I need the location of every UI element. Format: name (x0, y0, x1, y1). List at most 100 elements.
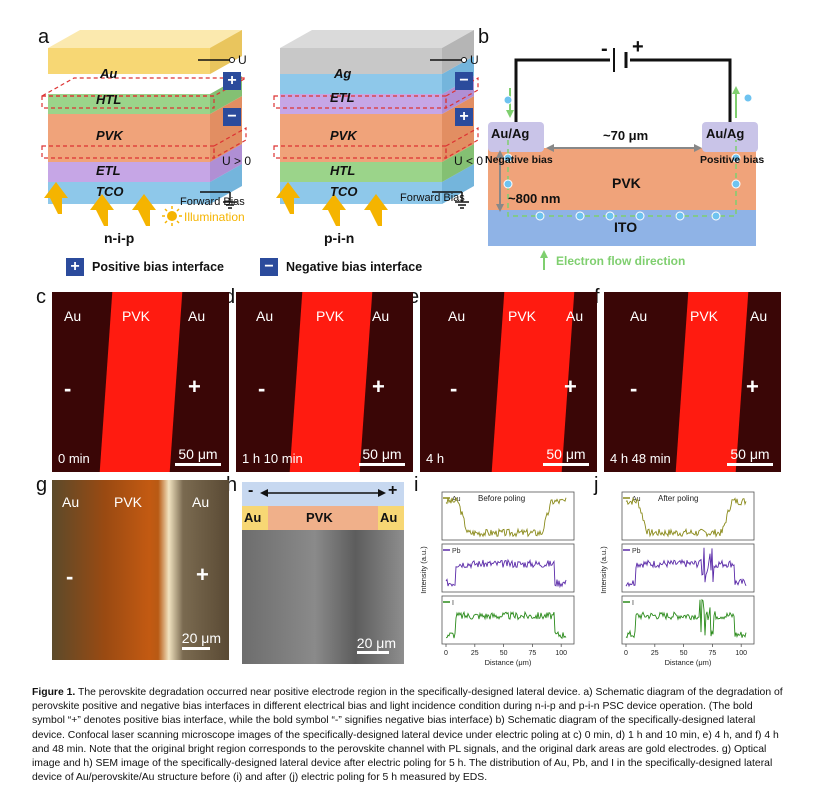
eds-before-xlabel: Distance (μm) (485, 658, 532, 667)
panel-label-b: b (478, 26, 490, 48)
eds-after-xlabel: Distance (μm) (665, 658, 712, 667)
eds-after-trace-2 (625, 598, 747, 639)
nip-layer-4: ETL (96, 163, 121, 178)
micrograph-1h10min-left: Au (256, 308, 274, 324)
eds-after-tick-label-1: 25 (651, 650, 659, 657)
legend-positive-icon: + (66, 258, 84, 276)
micrograph-1h10min: Au PVK Au - + 1 h 10 min 50 μm (236, 292, 413, 472)
micrograph-1h10min-right: Au (372, 308, 390, 324)
micrograph-4h-minus: - (450, 376, 458, 401)
micrograph-0min-time: 0 min (58, 451, 90, 466)
eds-after-trace-0 (625, 496, 747, 538)
micrograph-1h10min-scalebar: 50 μm (359, 446, 405, 466)
eds-after-channel-0: Au (632, 496, 641, 503)
micrograph-4h-left: Au (448, 308, 466, 324)
micrograph-4h-scalebar: 50 μm (543, 446, 589, 466)
micrograph-0min-plus: + (188, 374, 201, 399)
eds-chart-before: Au Pb I 0 25 50 75 100 Distance (μm) Intensity (a… (419, 491, 575, 667)
micrograph-1h10min-center: PVK (316, 308, 345, 324)
panel-label-c: c (36, 286, 46, 308)
legend-negative-icon: − (260, 258, 278, 276)
eds-before-trace-2 (445, 610, 567, 640)
panel-label-j: j (594, 474, 599, 496)
pin-name: p-i-n (324, 230, 355, 246)
optical-scale: 20 μm (181, 630, 221, 646)
nip-stack (39, 30, 249, 226)
pin-terminal-label: U (470, 53, 479, 67)
eds-after-title: After poling (658, 494, 698, 503)
caption-label: Figure 1. (32, 687, 76, 698)
legend-positive-label: Positive bias interface (92, 260, 225, 274)
eds-before-frame-0 (441, 491, 575, 541)
eds-before-trace-0 (445, 496, 567, 538)
panel-label-i: i (414, 474, 419, 496)
nip-name: n-i-p (104, 230, 135, 246)
micrograph-4h48min-time: 4 h 48 min (610, 451, 671, 466)
eds-before-ylabel: Intensity (a.u.) (419, 546, 428, 594)
pin-stack (273, 30, 479, 226)
legend-negative-label: Negative bias interface (286, 260, 423, 274)
nip-terminal-label: U (238, 53, 247, 67)
micrograph-1h10min-time: 1 h 10 min (242, 451, 303, 466)
micrograph-4h-scale: 50 μm (546, 446, 586, 462)
pin-layer-2: ETL (330, 90, 355, 105)
eds-before-tick-label-1: 25 (471, 650, 479, 657)
eds-after-channel-1: Pb (632, 548, 641, 555)
left-electrode-label: Au/Ag (491, 126, 530, 141)
panel-label-h: h (226, 474, 238, 496)
eds-before-tick-label-4: 100 (555, 650, 567, 657)
micrograph-1h10min-plus: + (372, 374, 385, 399)
nip-layer-3: PVK (96, 128, 123, 143)
optical-left: Au (62, 494, 80, 510)
micrograph-4h48min-scale: 50 μm (730, 446, 770, 462)
optical-image: Au PVK Au - + 20 μm (52, 480, 229, 660)
eds-after-frame-0 (621, 491, 755, 541)
eds-before-frame-1 (441, 543, 575, 593)
eds-after-frame-1 (621, 543, 755, 593)
battery-plus: + (632, 36, 644, 58)
panel-a-schematic (39, 30, 479, 226)
battery-minus: - (601, 38, 608, 60)
pin-layer-4: HTL (330, 163, 356, 178)
eds-chart-after: Au Pb I 0 25 50 75 100 Distance (μm) Intensity (a… (599, 491, 755, 667)
eds-after-channel-2: I (632, 600, 634, 607)
sem-right-label: Au (380, 510, 398, 525)
pin-layer-3: PVK (330, 128, 357, 143)
micrograph-0min-minus: - (64, 376, 72, 401)
micrograph-0min-left: Au (64, 308, 82, 324)
sem-scale: 20 μm (356, 635, 396, 651)
pin-layer-1: Ag (334, 66, 352, 81)
sem-left-label: Au (244, 510, 262, 525)
micrograph-4h-right: Au (566, 308, 584, 324)
eds-before-channel-2: I (452, 600, 454, 607)
sem-minus: - (248, 482, 254, 499)
nip-negative-marker: − (223, 108, 241, 126)
eds-after-tick-label-2: 50 (680, 650, 688, 657)
nip-layer-5: TCO (96, 184, 124, 199)
micrograph-4h48min-center: PVK (690, 308, 719, 324)
eds-before-tick-label-3: 75 (529, 650, 537, 657)
optical-center: PVK (114, 494, 143, 510)
nip-bias-condition: U > 0 (222, 154, 252, 168)
distance-label: ~70 μm (603, 128, 649, 143)
optical-plus: + (196, 562, 209, 587)
eds-after-ylabel: Intensity (a.u.) (599, 546, 608, 594)
ito-label: ITO (614, 219, 638, 235)
sem-image: - + Au PVK Au 20 μm (242, 482, 404, 664)
micrograph-4h48min-scalebar: 50 μm (727, 446, 773, 466)
optical-right: Au (192, 494, 210, 510)
micrograph-1h10min-scale: 50 μm (362, 446, 402, 462)
sun-icon (162, 206, 182, 226)
nip-positive-marker: + (223, 72, 241, 90)
micrograph-0min-center: PVK (122, 308, 151, 324)
panel-b-schematic (488, 48, 758, 270)
pvk-label: PVK (612, 175, 641, 191)
figure-caption: Figure 1. The perovskite degradation occ… (32, 686, 787, 785)
micrograph-4h-plus: + (564, 374, 577, 399)
panel-label-e: e (408, 286, 420, 308)
sem-scalebar: 20 μm (356, 635, 396, 654)
eds-before-title: Before poling (478, 494, 525, 503)
pin-negative-marker: − (455, 72, 473, 90)
eds-before-channel-0: Au (452, 496, 461, 503)
panel-label-a: a (38, 26, 50, 48)
